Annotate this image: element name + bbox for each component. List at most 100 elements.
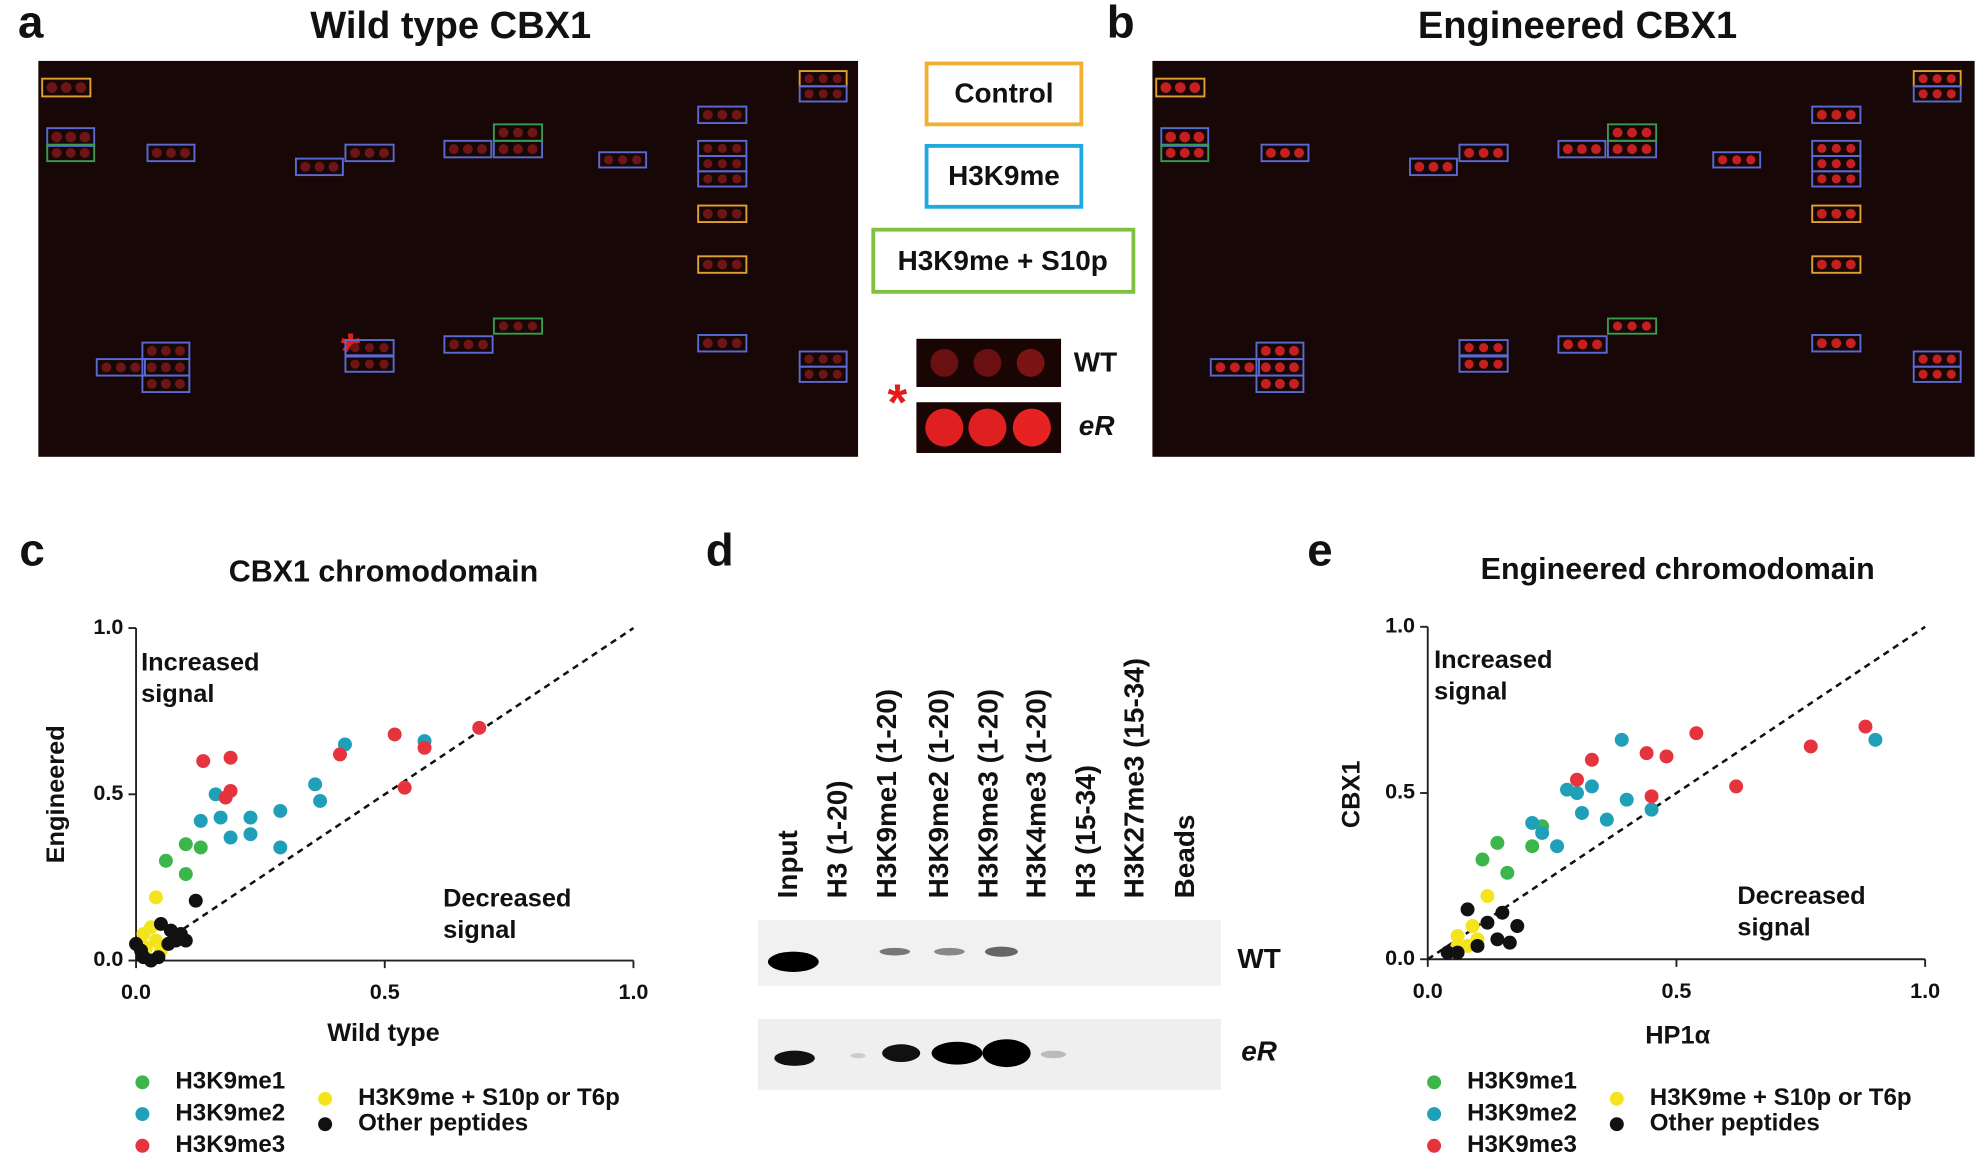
point xyxy=(1460,938,1475,953)
spot xyxy=(1160,82,1172,93)
spot xyxy=(1846,174,1856,184)
key-label: Control xyxy=(954,78,1053,109)
legend-label: H3K9me2 xyxy=(175,1099,285,1126)
point xyxy=(158,853,173,868)
array-box xyxy=(344,355,395,373)
legend-marker xyxy=(1609,1117,1624,1132)
array-box xyxy=(146,143,196,163)
spot xyxy=(1831,174,1841,184)
spot xyxy=(1845,109,1856,120)
point xyxy=(1465,919,1480,933)
band xyxy=(774,1050,815,1066)
spot xyxy=(1946,354,1956,364)
spot xyxy=(1592,339,1602,350)
key-label: H3K9me + S10p xyxy=(898,245,1108,276)
inset-label: WT xyxy=(1074,347,1117,378)
spot xyxy=(717,143,727,154)
spot xyxy=(1918,369,1928,379)
point xyxy=(1460,902,1475,917)
legend-marker xyxy=(1427,1107,1442,1122)
band xyxy=(882,1044,921,1063)
array-box xyxy=(344,143,395,163)
spot xyxy=(1641,127,1652,138)
y-tick-label: 1.0 xyxy=(93,614,123,639)
spot xyxy=(731,338,742,349)
spot xyxy=(180,147,190,158)
spot xyxy=(968,408,1007,447)
spot xyxy=(1274,362,1285,373)
key-box xyxy=(924,61,1084,127)
legend-marker xyxy=(135,1107,150,1122)
y-axis-label: Engineered xyxy=(42,725,70,863)
array-image xyxy=(1152,60,1975,457)
point xyxy=(1584,779,1599,794)
point xyxy=(1569,786,1584,801)
key-box xyxy=(871,227,1136,294)
spot xyxy=(300,161,311,172)
spot xyxy=(1831,109,1842,120)
array-box xyxy=(1606,317,1658,335)
spot xyxy=(1918,89,1928,99)
point xyxy=(417,740,432,755)
spot xyxy=(478,339,488,350)
spot xyxy=(513,144,523,155)
legend-label: H3K9me + S10p or T6p xyxy=(358,1084,620,1111)
diagonal xyxy=(135,627,635,962)
y-tick-label: 0.5 xyxy=(93,780,123,805)
band xyxy=(850,1053,866,1059)
spot xyxy=(818,354,828,364)
spot xyxy=(1428,161,1439,172)
spot xyxy=(513,321,523,331)
spot xyxy=(1831,338,1842,349)
array-box xyxy=(46,127,96,147)
array-box xyxy=(697,334,748,353)
spot xyxy=(1817,143,1827,154)
spot xyxy=(350,343,360,353)
array-box xyxy=(1912,365,1962,383)
legend-marker xyxy=(135,1075,150,1090)
annotation: signal xyxy=(1434,677,1507,705)
spot xyxy=(702,109,713,120)
spot xyxy=(79,147,90,158)
array-box xyxy=(697,204,748,224)
point xyxy=(1803,739,1818,754)
annotation: signal xyxy=(1737,914,1810,942)
spot xyxy=(166,147,176,158)
spot xyxy=(1265,147,1276,158)
point xyxy=(1619,792,1634,807)
spot xyxy=(115,362,126,373)
point xyxy=(1614,732,1629,747)
point xyxy=(1475,852,1490,867)
spot xyxy=(1576,144,1587,155)
spot xyxy=(1816,208,1827,219)
spot xyxy=(160,378,171,389)
spot xyxy=(1464,359,1474,369)
x-tick-label: 1.0 xyxy=(1910,978,1940,1003)
legend-label: H3K9me3 xyxy=(175,1131,285,1158)
panel-title: Engineered CBX1 xyxy=(1418,5,1737,47)
array-box xyxy=(95,358,146,377)
spot xyxy=(160,362,171,373)
spot xyxy=(731,208,742,219)
point xyxy=(313,793,328,808)
spot xyxy=(1274,345,1285,356)
point xyxy=(213,810,228,825)
spot xyxy=(1274,378,1285,389)
array-box xyxy=(1155,77,1206,98)
band xyxy=(1040,1050,1067,1059)
spot xyxy=(51,131,62,143)
point xyxy=(144,953,158,968)
spot xyxy=(818,369,828,379)
spot xyxy=(1918,74,1928,84)
array-box xyxy=(41,77,92,98)
point xyxy=(1525,815,1540,830)
point xyxy=(308,777,323,792)
spot xyxy=(462,144,473,155)
spot xyxy=(1845,338,1856,349)
array-box xyxy=(1811,170,1862,188)
point xyxy=(1490,835,1505,850)
array-box xyxy=(697,170,748,188)
spot xyxy=(1193,147,1204,158)
point xyxy=(1490,932,1505,947)
